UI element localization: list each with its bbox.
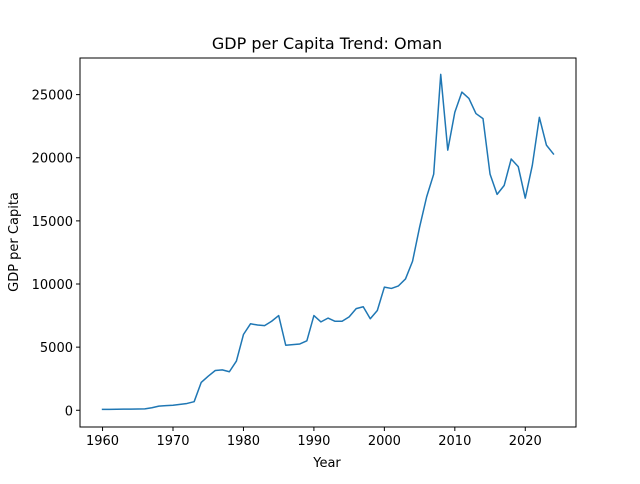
y-tick-label: 0 xyxy=(65,404,73,419)
x-tick-label: 1960 xyxy=(86,434,119,449)
y-tick-label: 10000 xyxy=(32,278,73,293)
y-tick-label: 25000 xyxy=(32,89,73,104)
x-tick-label: 1990 xyxy=(297,434,330,449)
y-tick-label: 15000 xyxy=(32,215,73,230)
chart-title: GDP per Capita Trend: Oman xyxy=(212,34,442,53)
plot-frame xyxy=(79,57,577,428)
y-tick-label: 5000 xyxy=(40,341,73,356)
x-tick-label: 2020 xyxy=(509,434,542,449)
series-line xyxy=(101,73,555,411)
y-axis-label: GDP per Capita xyxy=(7,192,22,292)
x-axis-label: Year xyxy=(312,456,341,471)
x-tick-label: 2000 xyxy=(368,434,401,449)
x-tick-label: 1970 xyxy=(156,434,189,449)
x-tick-label: 2010 xyxy=(438,434,471,449)
x-tick-label: 1980 xyxy=(227,434,260,449)
y-tick-label: 20000 xyxy=(32,152,73,167)
plot-area: 1960 1970 1980 1990 2000 2010 2020 0 5000 10000 15… xyxy=(32,73,555,449)
